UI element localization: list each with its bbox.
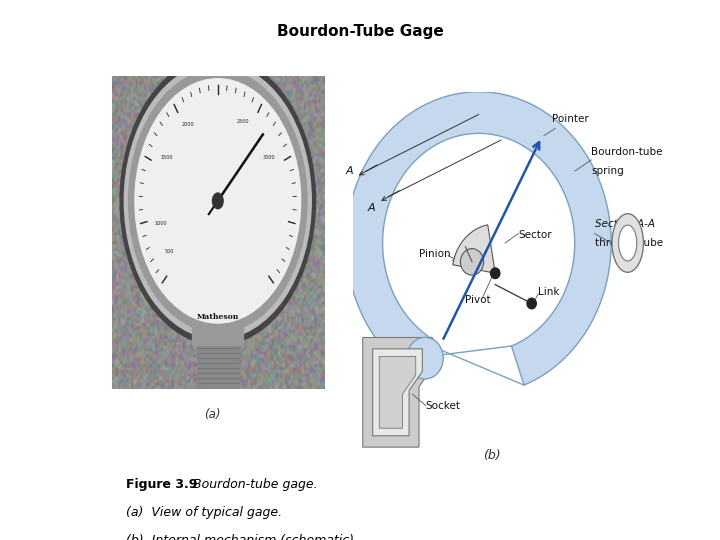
Text: Sector: Sector [518, 231, 552, 240]
Circle shape [125, 63, 311, 339]
Circle shape [407, 338, 444, 379]
Text: Bourdon-tube gage.: Bourdon-tube gage. [193, 478, 318, 491]
Text: (b): (b) [483, 449, 500, 462]
Text: (b)  Internal mechanism (schematic).: (b) Internal mechanism (schematic). [126, 534, 358, 540]
Text: (a): (a) [204, 408, 220, 421]
Circle shape [461, 248, 484, 275]
Text: Bourdon-Tube Gage: Bourdon-Tube Gage [276, 24, 444, 39]
Polygon shape [373, 349, 423, 436]
Ellipse shape [618, 225, 636, 261]
Text: spring: spring [591, 166, 624, 176]
Text: A: A [346, 166, 354, 176]
Ellipse shape [612, 214, 644, 272]
Text: 1000: 1000 [154, 221, 166, 226]
Text: Pivot: Pivot [465, 295, 491, 305]
Polygon shape [363, 338, 432, 447]
Circle shape [527, 298, 536, 309]
Text: Pointer: Pointer [544, 114, 588, 136]
Text: Section A-A: Section A-A [595, 219, 654, 229]
Polygon shape [379, 356, 415, 428]
Text: Matheson: Matheson [197, 313, 239, 321]
Circle shape [490, 268, 500, 279]
Text: Pinion: Pinion [419, 249, 451, 259]
Polygon shape [346, 92, 611, 385]
Polygon shape [453, 225, 495, 273]
Text: Link: Link [539, 287, 559, 297]
Text: Socket: Socket [426, 401, 461, 410]
Circle shape [212, 193, 223, 208]
Text: 2500: 2500 [237, 119, 249, 124]
Text: Bourdon-tube: Bourdon-tube [591, 147, 663, 157]
Circle shape [129, 69, 307, 333]
Text: through tube: through tube [595, 238, 662, 248]
Bar [197, 333, 239, 389]
Text: 1500: 1500 [160, 154, 173, 159]
Circle shape [120, 57, 315, 345]
Bar [192, 326, 243, 345]
Text: Figure 3.9: Figure 3.9 [126, 478, 202, 491]
Circle shape [135, 79, 301, 323]
Text: 3000: 3000 [263, 154, 276, 159]
Text: 2000: 2000 [182, 123, 194, 127]
Text: (a)  View of typical gage.: (a) View of typical gage. [126, 506, 282, 519]
Text: 500: 500 [164, 249, 174, 254]
Text: A: A [368, 203, 376, 213]
